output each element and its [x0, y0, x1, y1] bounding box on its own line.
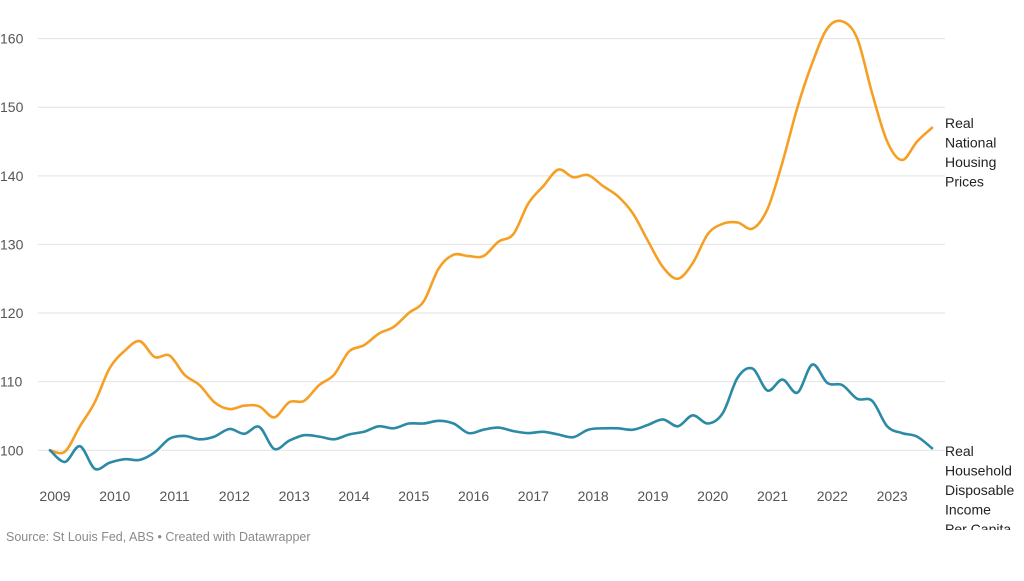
x-tick-label: 2023	[877, 488, 908, 504]
series-label-line: Housing	[945, 154, 996, 170]
gridlines	[38, 38, 945, 451]
y-axis-ticks: 100 110 120 130 140 150 160	[0, 31, 24, 459]
x-tick-label: 2016	[458, 488, 489, 504]
y-tick-label: 100	[0, 442, 24, 458]
x-tick-label: 2015	[398, 488, 429, 504]
x-tick-label: 2010	[99, 488, 130, 504]
y-tick-label: 150	[0, 99, 24, 115]
series-line-1	[48, 363, 934, 471]
series-label-line: Prices	[945, 174, 984, 190]
x-tick-label: 2017	[518, 488, 549, 504]
series-label-line: Real	[945, 115, 974, 131]
series-label-line: Per Capita	[945, 521, 1011, 530]
x-tick-label: 2014	[338, 488, 369, 504]
x-tick-label: 2020	[697, 488, 728, 504]
x-tick-label: 2013	[279, 488, 310, 504]
x-tick-label: 2021	[757, 488, 788, 504]
y-tick-label: 120	[0, 305, 24, 321]
y-tick-label: 130	[0, 236, 24, 252]
source-note: Source: St Louis Fed, ABS • Created with…	[6, 530, 311, 544]
x-tick-label: 2009	[39, 488, 70, 504]
series-label-line: Income	[945, 502, 991, 518]
x-tick-label: 2012	[219, 488, 250, 504]
series-label-line: Disposable	[945, 482, 1014, 498]
x-tick-label: 2018	[578, 488, 609, 504]
x-axis-ticks: 2009 2010 2011 2012 2013 2014 2015 2016 2017 2018…	[39, 488, 908, 504]
series-label-line: Real	[945, 443, 974, 459]
series-label-line: National	[945, 135, 996, 151]
series-label-line: Household	[945, 463, 1012, 479]
x-tick-label: 2011	[160, 488, 190, 504]
x-tick-label: 2022	[817, 488, 848, 504]
y-tick-label: 160	[0, 31, 24, 47]
y-tick-label: 140	[0, 168, 24, 184]
series-labels: Real National Housing Prices Real Household Di…	[945, 115, 1014, 530]
series-lines	[48, 19, 934, 471]
x-tick-label: 2019	[637, 488, 668, 504]
series-line-0	[48, 19, 934, 455]
y-tick-label: 110	[0, 374, 23, 390]
